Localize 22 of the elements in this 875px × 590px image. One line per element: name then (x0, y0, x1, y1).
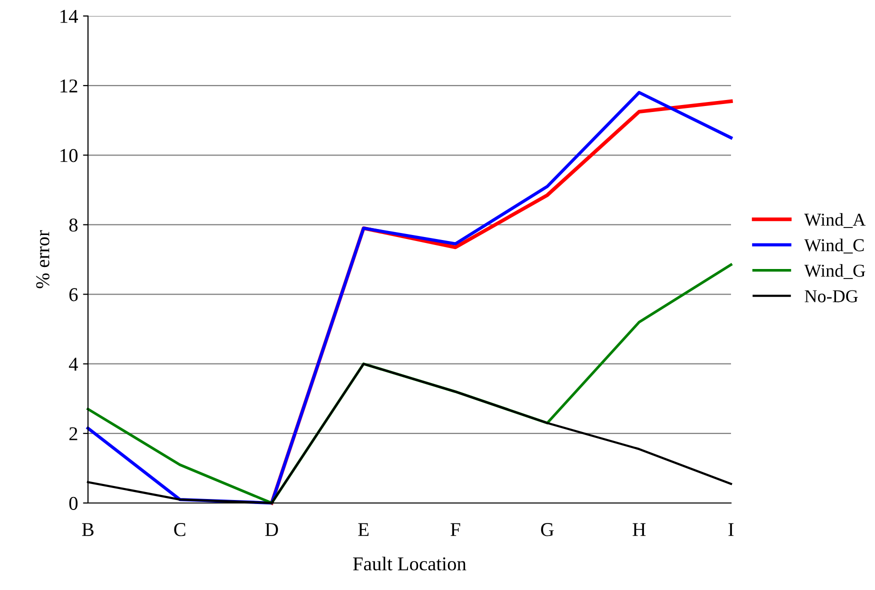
x-axis-title: Fault Location (353, 556, 466, 570)
y-tick-label: 14 (60, 10, 78, 23)
x-tick-label: G (541, 523, 554, 536)
legend-label: No-DG (804, 290, 858, 302)
x-tick-label: E (358, 523, 369, 536)
x-tick-label: F (450, 523, 460, 536)
legend-label: Wind_C (804, 238, 864, 254)
x-tick-label: H (632, 523, 646, 536)
y-tick-label: 8 (69, 218, 78, 232)
x-tick-label: C (174, 523, 186, 536)
y-tick-label: 4 (68, 358, 78, 371)
x-tick-label: I (728, 523, 734, 536)
y-axis-title: % error (36, 230, 50, 288)
y-tick-label: 12 (60, 79, 78, 92)
y-tick-label: 0 (69, 496, 78, 510)
y-tick-label: 6 (69, 288, 78, 302)
legend-label: Wind_A (804, 213, 866, 228)
y-tick-label: 2 (69, 427, 78, 440)
legend-label: Wind_G (804, 264, 866, 279)
y-tick-label: 10 (60, 148, 78, 162)
x-tick-label: B (82, 523, 94, 536)
x-tick-label: D (265, 523, 278, 536)
